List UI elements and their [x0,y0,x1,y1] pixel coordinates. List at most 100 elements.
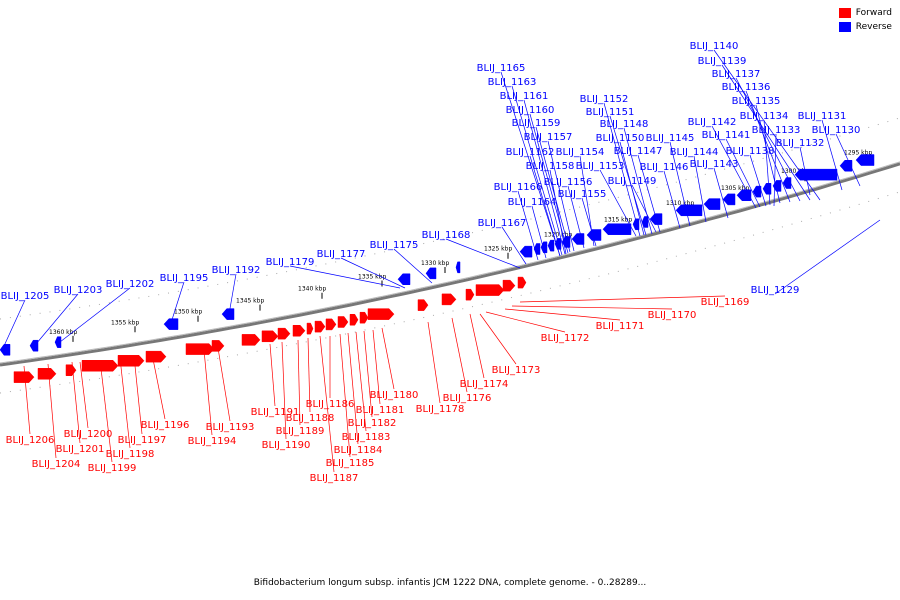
gene-label: BLIJ_1158 [526,161,575,172]
gene-leader-line [599,169,637,237]
gene-leader-line [445,238,521,269]
forward-gene-arrow [417,299,429,311]
gene-label: BLIJ_1130 [812,125,861,136]
scale-tick-label: 1295 kbp [844,150,872,157]
reverse-gene-arrow [839,160,853,172]
gene-leader-line [711,125,757,209]
gene-label: BLIJ_1147 [614,146,663,157]
forward-gene-arrow [441,293,457,306]
gene-label: BLIJ_1202 [106,279,155,290]
gene-label: BLIJ_1185 [326,458,375,469]
gene-leader-line [511,85,563,256]
gene-label: BLIJ_1161 [500,91,549,102]
gene-label: BLIJ_1131 [798,111,847,122]
gene-label: BLIJ_1132 [776,138,825,149]
forward-gene-arrow [292,324,306,337]
gene-label: BLIJ_1151 [586,107,635,118]
reverse-gene-arrow [602,223,632,235]
gene-label: BLIJ_1164 [508,197,557,208]
gene-label: BLIJ_1143 [690,159,739,170]
gene-leader-line [169,281,185,327]
gene-label: BLIJ_1138 [726,146,775,157]
gene-label: BLIJ_1189 [276,426,325,437]
gene-label: BLIJ_1176 [443,393,492,404]
gene-label: BLIJ_1192 [212,265,261,276]
gene-label: BLIJ_1201 [56,444,105,455]
gene-label: BLIJ_1194 [188,436,237,447]
forward-gene-arrow [314,320,326,333]
gene-label: BLIJ_1181 [356,405,405,416]
gene-leader-line [603,102,641,237]
gene-leader-line [504,308,621,321]
forward-gene-arrow [306,322,314,335]
forward-gene-arrow [277,327,291,340]
gene-label: BLIJ_1144 [670,147,719,158]
reverse-gene-arrow [762,183,772,195]
gene-label: BLIJ_1206 [6,435,55,446]
gene-leader-line [799,146,811,196]
gene-label: BLIJ_1184 [334,445,383,456]
gene-label: BLIJ_1200 [64,429,113,440]
gene-leader-line [835,133,861,187]
gene-leader-line [631,184,657,233]
scale-tick-label: 1345 kbp [236,298,264,305]
gene-leader-line [339,333,351,458]
gene-leader-line [721,64,811,201]
forward-gene-arrow [117,355,145,367]
reverse-gene-arrow [547,239,555,252]
reverse-gene-arrow [855,154,875,166]
reverse-gene-arrow [54,336,62,348]
gene-label: BLIJ_1136 [722,82,771,93]
gene-leader-line [749,154,767,207]
legend-reverse-label: Reverse [855,22,892,32]
gene-label: BLIJ_1134 [740,111,789,122]
gene-leader-line [500,71,561,257]
gene-leader-line [619,141,645,236]
forward-gene-arrow [261,330,279,343]
legend-reverse: Reverse [838,22,892,32]
reverse-gene-arrow [675,204,703,217]
gene-label: BLIJ_1166 [494,182,543,193]
forward-gene-arrow [65,364,77,376]
reverse-swatch [838,22,851,32]
forward-gene-arrow [359,311,369,324]
gene-label: BLIJ_1199 [88,463,137,474]
gene-leader-line [693,155,707,223]
reverse-gene-arrow [722,193,736,206]
reverse-gene-arrow [221,308,235,320]
forward-gene-arrow [211,340,225,352]
gene-label: BLIJ_1203 [54,285,103,296]
gene-label: BLIJ_1149 [608,176,657,187]
reverse-gene-arrow [571,233,585,245]
gene-leader-line [713,49,821,201]
gene-label: BLIJ_1156 [544,177,593,188]
gene-leader-line [227,273,237,321]
gene-label: BLIJ_1187 [310,473,359,484]
scale-tick-label: 1310 kbp [666,200,694,207]
forward-gene-arrow [185,343,215,355]
forward-gene-arrow [325,318,337,331]
scale-tick-label: 1325 kbp [484,246,512,253]
gene-leader-line [281,341,287,440]
gene-label: BLIJ_1177 [317,249,366,260]
gene-leader-line [774,219,881,295]
forward-gene-arrow [517,276,527,289]
gene-leader-line [519,295,726,303]
gene-leader-line [531,205,547,259]
gene-label: BLIJ_1150 [596,133,645,144]
legend-forward: Forward [838,8,892,18]
gene-label: BLIJ_1148 [600,119,649,130]
forward-gene-arrow [349,313,359,326]
forward-gene-arrow [367,308,395,320]
gene-leader-line [547,140,575,252]
scale-tick-label: 1360 kbp [49,329,77,336]
forward-gene-arrow [241,334,261,346]
gene-leader-line [393,248,433,284]
strand-legend: Forward Reverse [838,8,892,36]
gene-label: BLIJ_1174 [460,379,509,390]
forward-gene-arrow [502,279,516,292]
gene-leader-line [217,347,231,422]
gene-label: BLIJ_1204 [32,459,81,470]
reverse-gene-arrow [29,339,39,352]
